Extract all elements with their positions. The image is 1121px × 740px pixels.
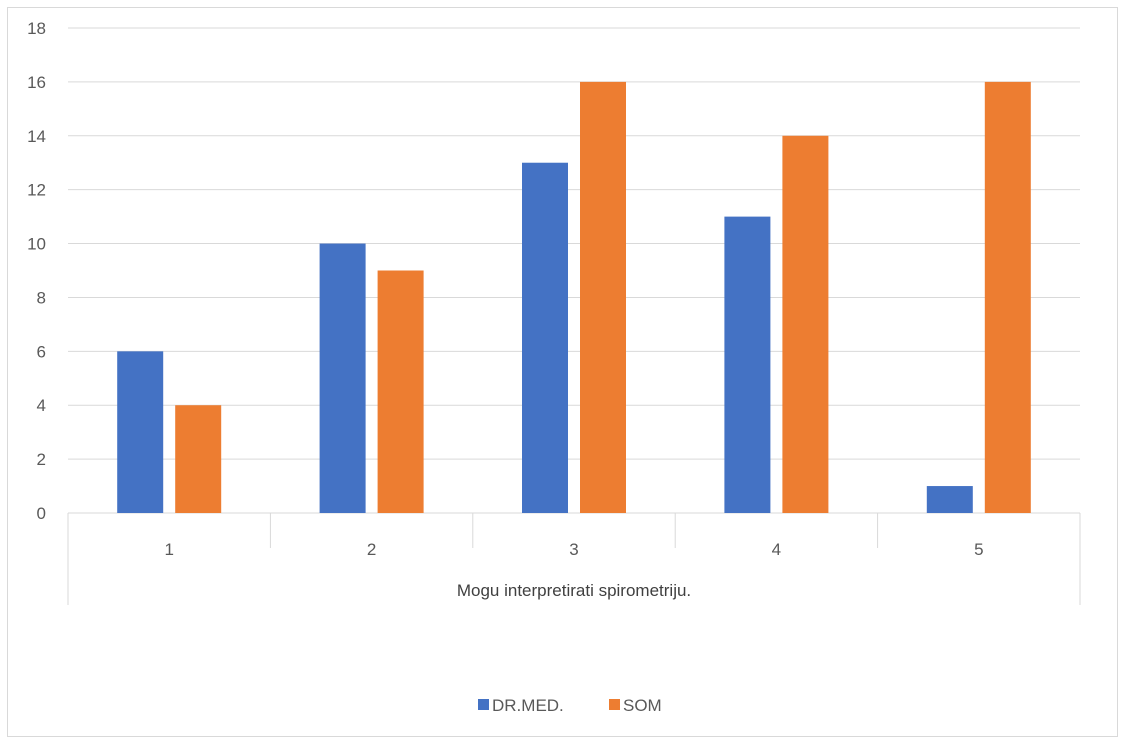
y-tick-label: 18 xyxy=(27,19,46,38)
bar-som-4 xyxy=(782,135,829,513)
bar-dr-med--1 xyxy=(117,351,164,513)
bar-dr-med--2 xyxy=(319,243,366,514)
bar-som-3 xyxy=(580,81,626,513)
bar-dr-med--5 xyxy=(926,486,973,513)
bar-som-2 xyxy=(377,270,424,513)
bar-som-1 xyxy=(175,405,222,513)
y-tick-label: 6 xyxy=(37,342,46,361)
y-tick-label: 2 xyxy=(37,450,46,469)
y-tick-label: 16 xyxy=(27,73,46,92)
y-tick-label: 0 xyxy=(37,504,46,523)
x-tick-label: 4 xyxy=(772,540,781,559)
y-tick-label: 14 xyxy=(27,127,46,146)
gridlines xyxy=(68,27,1080,514)
bar-dr-med--3 xyxy=(522,162,568,513)
y-tick-label: 4 xyxy=(37,396,46,415)
legend: DR.MED. SOM xyxy=(478,696,662,715)
bars xyxy=(117,81,1031,514)
legend-swatch xyxy=(609,699,620,710)
y-tick-label: 10 xyxy=(27,235,46,254)
legend-label: DR.MED. xyxy=(492,696,564,715)
x-tick-label: 2 xyxy=(367,540,376,559)
legend-swatch xyxy=(478,699,489,710)
x-axis-title: Mogu interpretirati spirometriju. xyxy=(457,581,691,600)
legend-item: SOM xyxy=(609,696,662,715)
x-tick-label: 5 xyxy=(974,540,983,559)
legend-label: SOM xyxy=(623,696,662,715)
x-axis: 1 2 3 4 5 xyxy=(67,513,1081,605)
y-tick-label: 12 xyxy=(27,181,46,200)
bar-som-5 xyxy=(984,81,1031,513)
bar-dr-med--4 xyxy=(724,216,771,513)
legend-item: DR.MED. xyxy=(478,696,564,715)
x-tick-label: 1 xyxy=(164,540,173,559)
x-tick-label: 3 xyxy=(569,540,578,559)
y-tick-label: 8 xyxy=(37,288,46,307)
y-axis-ticks: 0 2 4 6 8 10 12 14 16 18 xyxy=(27,19,46,523)
